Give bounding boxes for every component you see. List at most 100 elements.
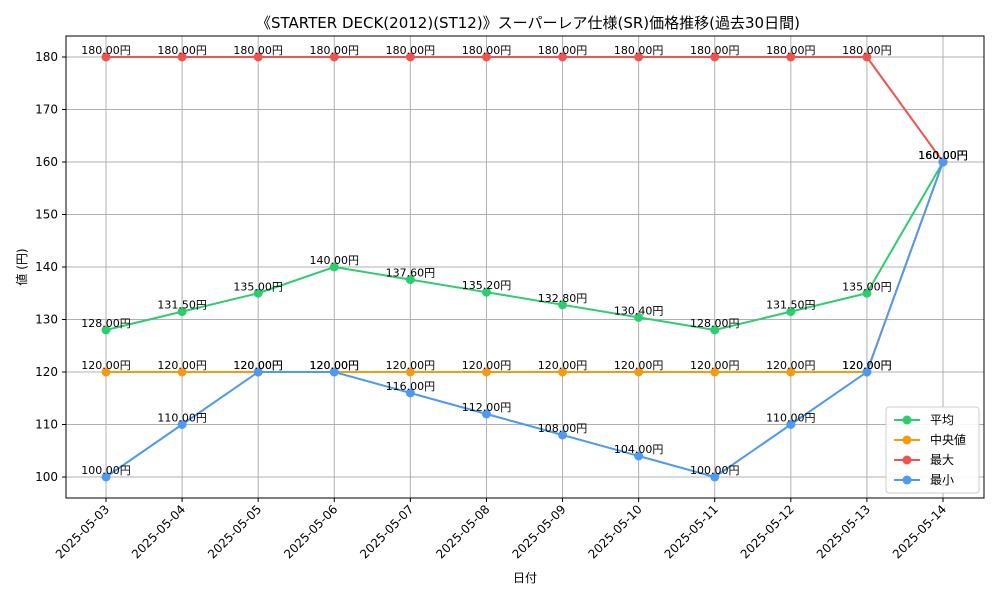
data-point <box>710 472 720 482</box>
y-tick-label: 100 <box>35 470 58 484</box>
legend-label: 平均 <box>930 413 954 427</box>
data-point <box>481 367 491 377</box>
data-label: 120.00円 <box>538 359 588 372</box>
x-tick-label: 2025-05-06 <box>281 502 340 561</box>
legend-label: 最小 <box>930 473 954 487</box>
data-label: 131.50円 <box>766 299 816 312</box>
data-label: 112.00円 <box>462 401 512 414</box>
data-label: 160.00円 <box>918 149 968 162</box>
data-point <box>253 367 263 377</box>
data-point <box>177 420 187 429</box>
y-tick-label: 180 <box>35 50 58 64</box>
data-label: 120.00円 <box>310 359 360 372</box>
y-tick-label: 110 <box>35 418 58 432</box>
data-label: 120.00円 <box>690 359 740 372</box>
y-tick-label: 160 <box>35 155 58 169</box>
data-label: 160.00円 <box>918 149 968 162</box>
data-label: 120.00円 <box>81 359 131 372</box>
legend-label: 中央値 <box>930 432 966 447</box>
data-point <box>558 430 568 440</box>
y-tick-label: 130 <box>35 313 58 327</box>
series-line <box>105 161 944 332</box>
x-tick-label: 2025-05-12 <box>738 502 797 561</box>
data-label: 120.00円 <box>386 359 436 372</box>
legend-item: 最大 <box>894 453 954 467</box>
y-axis-label: 値 (円) <box>14 248 29 285</box>
data-point <box>481 52 491 62</box>
data-label: 120.00円 <box>842 359 892 372</box>
data-label: 180.00円 <box>538 44 588 57</box>
x-tick-label: 2025-05-13 <box>814 502 873 561</box>
data-label: 120.00円 <box>462 359 512 372</box>
data-point <box>558 300 568 310</box>
data-point <box>710 367 720 377</box>
data-point <box>101 325 111 335</box>
x-tick-label: 2025-05-10 <box>586 502 645 561</box>
data-point <box>405 275 415 285</box>
y-tick-label: 120 <box>35 365 58 379</box>
data-label: 180.00円 <box>233 44 283 57</box>
data-label: 140.00円 <box>310 254 360 267</box>
legend-item: 中央値 <box>894 432 966 447</box>
data-point <box>938 157 948 167</box>
data-label: 132.80円 <box>538 292 588 305</box>
y-axis: 100 110 120 130 140 150 160 170 180 <box>35 50 66 484</box>
data-label: 137.60円 <box>386 267 436 280</box>
x-tick-label: 2025-05-09 <box>509 502 568 561</box>
series-2 <box>101 52 948 167</box>
data-point <box>710 325 720 335</box>
y-tick-label: 170 <box>35 103 58 117</box>
data-label: 130.40円 <box>614 304 664 317</box>
data-label: 120.00円 <box>157 359 207 372</box>
data-point <box>101 367 111 377</box>
legend-label: 最大 <box>930 453 954 467</box>
data-label: 160.00円 <box>918 149 968 162</box>
x-tick-label: 2025-05-03 <box>53 502 112 561</box>
data-point <box>786 307 796 317</box>
legend-marker <box>902 415 912 425</box>
data-point <box>101 52 111 62</box>
data-label: 120.00円 <box>766 359 816 372</box>
data-label: 180.00円 <box>81 44 131 57</box>
data-label: 180.00円 <box>157 44 207 57</box>
x-tick-label: 2025-05-04 <box>129 502 188 561</box>
data-point <box>329 52 339 62</box>
series-line <box>106 56 944 163</box>
data-point <box>634 52 644 62</box>
data-label: 120.00円 <box>233 359 283 372</box>
x-axis: 2025-05-03 2025-05-04 2025-05-05 2025-05-06… <box>53 498 949 561</box>
data-label: 100.00円 <box>690 464 740 477</box>
data-point <box>786 420 796 429</box>
data-point <box>634 367 644 377</box>
data-point <box>405 367 415 377</box>
data-point <box>101 472 111 482</box>
series-3 <box>101 157 948 482</box>
series-0 <box>101 157 948 335</box>
data-point <box>177 367 187 377</box>
data-point <box>177 52 187 62</box>
data-point <box>329 367 339 377</box>
legend-box <box>885 406 980 494</box>
data-point <box>481 287 491 297</box>
x-tick-label: 2025-05-05 <box>205 502 264 561</box>
data-label: 108.00円 <box>538 422 588 435</box>
data-point <box>862 52 872 62</box>
data-label: 116.00円 <box>386 380 436 393</box>
data-label: 104.00円 <box>614 443 664 456</box>
data-point <box>862 288 872 298</box>
legend-item: 平均 <box>894 413 954 427</box>
data-point <box>710 52 720 62</box>
legend-marker <box>902 475 912 485</box>
legend-item: 最小 <box>894 473 954 487</box>
x-tick-label: 2025-05-11 <box>662 502 721 561</box>
data-point <box>405 388 415 398</box>
data-point <box>634 451 644 461</box>
data-point <box>253 288 263 298</box>
data-label: 120.00円 <box>233 359 283 372</box>
data-label: 120.00円 <box>842 359 892 372</box>
x-tick-label: 2025-05-08 <box>433 502 492 561</box>
data-point <box>481 409 491 419</box>
x-tick-label: 2025-05-07 <box>357 502 416 561</box>
data-point <box>862 367 872 377</box>
